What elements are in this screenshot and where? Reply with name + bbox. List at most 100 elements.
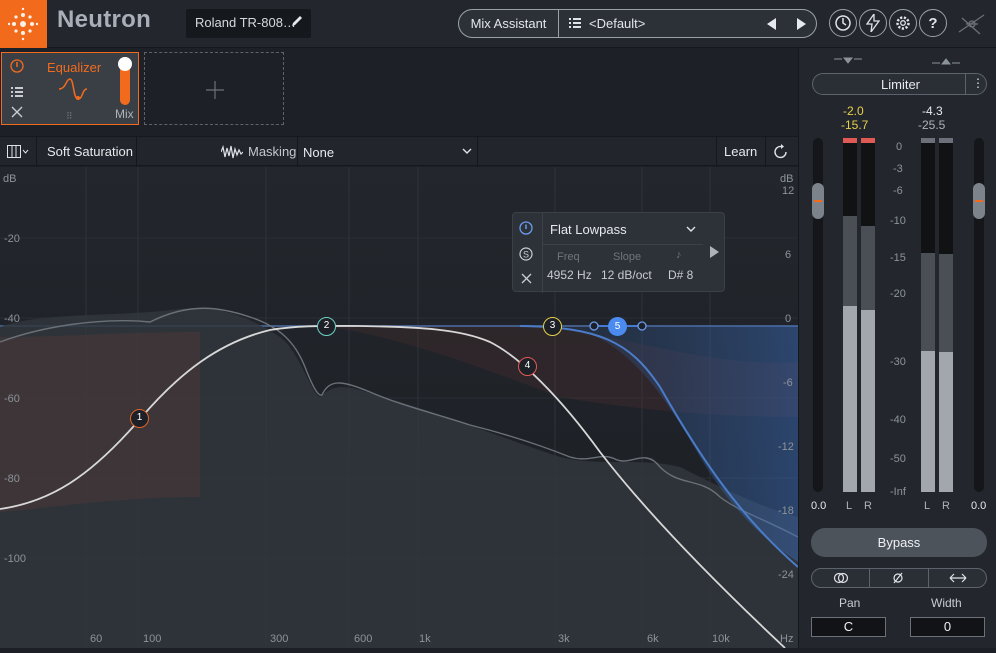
meter-scale-tick: -6: [893, 185, 903, 197]
input-left-label: L: [846, 500, 853, 512]
instance-name-text: Roland TR-808…: [195, 15, 296, 30]
right-axis-unit: dB: [780, 173, 794, 185]
input-gain-fader[interactable]: [813, 138, 823, 492]
pan-value-field[interactable]: C: [811, 617, 886, 637]
output-panel: Limiter ⋮ -2.0 -15.7 -4.3 -25.5 0 -3 -6 …: [798, 48, 996, 648]
output-rms-readout: -25.5: [918, 118, 946, 132]
next-preset-icon[interactable]: [797, 18, 807, 33]
module-list-icon[interactable]: [11, 85, 23, 103]
freq-tick: 3k: [558, 633, 570, 645]
preset-name: <Default>: [589, 16, 646, 31]
input-clip-right: [861, 138, 875, 143]
output-left-label: L: [924, 500, 931, 512]
preset-selector[interactable]: <Default>: [559, 9, 817, 38]
mix-assistant-button[interactable]: Mix Assistant: [458, 9, 559, 38]
freq-tick: 60: [90, 633, 103, 645]
band-node-4[interactable]: 4: [518, 357, 537, 376]
mix-slider-knob[interactable]: [118, 57, 132, 71]
equalizer-module[interactable]: Equalizer ⠿ Mix: [1, 52, 139, 125]
slope-value[interactable]: 12 dB/oct: [601, 268, 652, 282]
input-meter-left-peak: [843, 216, 857, 306]
input-collapse-icon[interactable]: [833, 56, 863, 68]
band-5-right-handle[interactable]: [637, 321, 647, 331]
output-gain-marker: [975, 200, 983, 202]
output-clip-left: [921, 138, 935, 143]
output-gain-value[interactable]: 0.0: [971, 500, 987, 512]
app-title: Neutron: [57, 6, 152, 33]
plus-icon: [206, 81, 224, 99]
limiter-menu-icon[interactable]: ⋮: [972, 76, 984, 90]
band-node-2[interactable]: 2: [317, 317, 336, 336]
band-solo-icon[interactable]: S: [519, 247, 533, 266]
history-icon[interactable]: [829, 9, 857, 37]
reset-icon[interactable]: [773, 144, 789, 163]
toolbar-divider: [716, 137, 717, 167]
drag-handle-icon[interactable]: ⠿: [66, 111, 73, 121]
band-node-5[interactable]: 5: [608, 317, 627, 336]
limiter-label: Limiter: [881, 77, 921, 92]
izotope-logo[interactable]: [0, 0, 47, 48]
swap-channels-icon[interactable]: [949, 573, 967, 583]
input-peak-readout: -2.0: [843, 104, 864, 118]
right-axis-tick: -12: [778, 441, 794, 453]
mix-label: Mix: [115, 107, 134, 121]
freq-tick: 10k: [712, 633, 730, 645]
limiter-divider: [965, 74, 966, 94]
lightning-icon[interactable]: [859, 9, 887, 37]
equalizer-module-label: Equalizer: [47, 60, 102, 75]
learn-button[interactable]: Learn: [724, 144, 758, 159]
output-meter-left-peak: [921, 253, 935, 351]
left-axis-tick: -60: [4, 393, 20, 405]
output-collapse-icon[interactable]: [931, 56, 961, 68]
previous-preset-icon[interactable]: [767, 18, 777, 33]
right-axis-tick: -6: [783, 377, 793, 389]
phase-invert-icon[interactable]: [892, 572, 904, 584]
meter-scale-tick: -15: [890, 252, 906, 264]
filter-type-dropdown[interactable]: Flat Lowpass: [543, 213, 703, 245]
output-peak-readout: -4.3: [922, 104, 943, 118]
masking-dropdown-value: None: [303, 145, 335, 160]
right-axis-tick: 0: [785, 313, 792, 325]
view-mode-icon[interactable]: [7, 145, 29, 162]
ozone-link-icon[interactable]: [956, 10, 988, 43]
freq-unit: Hz: [780, 633, 794, 645]
module-power-icon[interactable]: [10, 59, 24, 78]
saturation-mode-button[interactable]: Soft Saturation: [47, 144, 133, 159]
pan-label: Pan: [839, 596, 861, 610]
output-meter-right-peak: [939, 254, 953, 352]
bypass-button[interactable]: Bypass: [811, 528, 987, 557]
input-gain-value[interactable]: 0.0: [811, 500, 827, 512]
module-close-icon[interactable]: [11, 105, 23, 123]
preset-list-icon[interactable]: [569, 17, 581, 32]
band-5-left-handle[interactable]: [589, 321, 599, 331]
instance-name-field[interactable]: Roland TR-808…: [186, 9, 311, 38]
output-gain-fader[interactable]: [974, 138, 984, 492]
input-meter-left-rms: [843, 306, 857, 492]
freq-tick: 1k: [419, 633, 431, 645]
gear-icon[interactable]: [889, 9, 917, 37]
band-node-3[interactable]: 3: [543, 317, 562, 336]
band-node-1[interactable]: 1: [130, 409, 149, 428]
masking-dropdown[interactable]: None: [297, 137, 478, 167]
band-close-icon[interactable]: [521, 271, 532, 289]
expand-arrow-icon[interactable]: [710, 246, 719, 258]
add-module-slot[interactable]: [144, 52, 284, 125]
mono-icon[interactable]: [833, 572, 849, 584]
eq-toolbar: Soft Saturation Masking None Learn: [0, 136, 798, 167]
right-axis-tick: -24: [778, 569, 794, 581]
meter-scale-tick: -40: [890, 414, 906, 426]
right-axis-tick: 6: [785, 249, 792, 261]
meter-scale-tick: -3: [893, 163, 903, 175]
band-power-icon[interactable]: [519, 221, 533, 240]
limiter-button[interactable]: Limiter ⋮: [812, 73, 987, 95]
width-value-field[interactable]: 0: [910, 617, 985, 637]
mix-slider[interactable]: [120, 57, 130, 105]
freq-value[interactable]: 4952 Hz: [547, 268, 592, 282]
stereo-divider: [869, 569, 870, 587]
pencil-icon[interactable]: [290, 14, 304, 31]
input-rms-readout: -15.7: [841, 118, 869, 132]
help-icon[interactable]: ?: [919, 9, 947, 37]
meter-scale-tick: -30: [890, 356, 906, 368]
right-axis-tick: 12: [782, 185, 795, 197]
chevron-down-icon: [462, 148, 472, 154]
